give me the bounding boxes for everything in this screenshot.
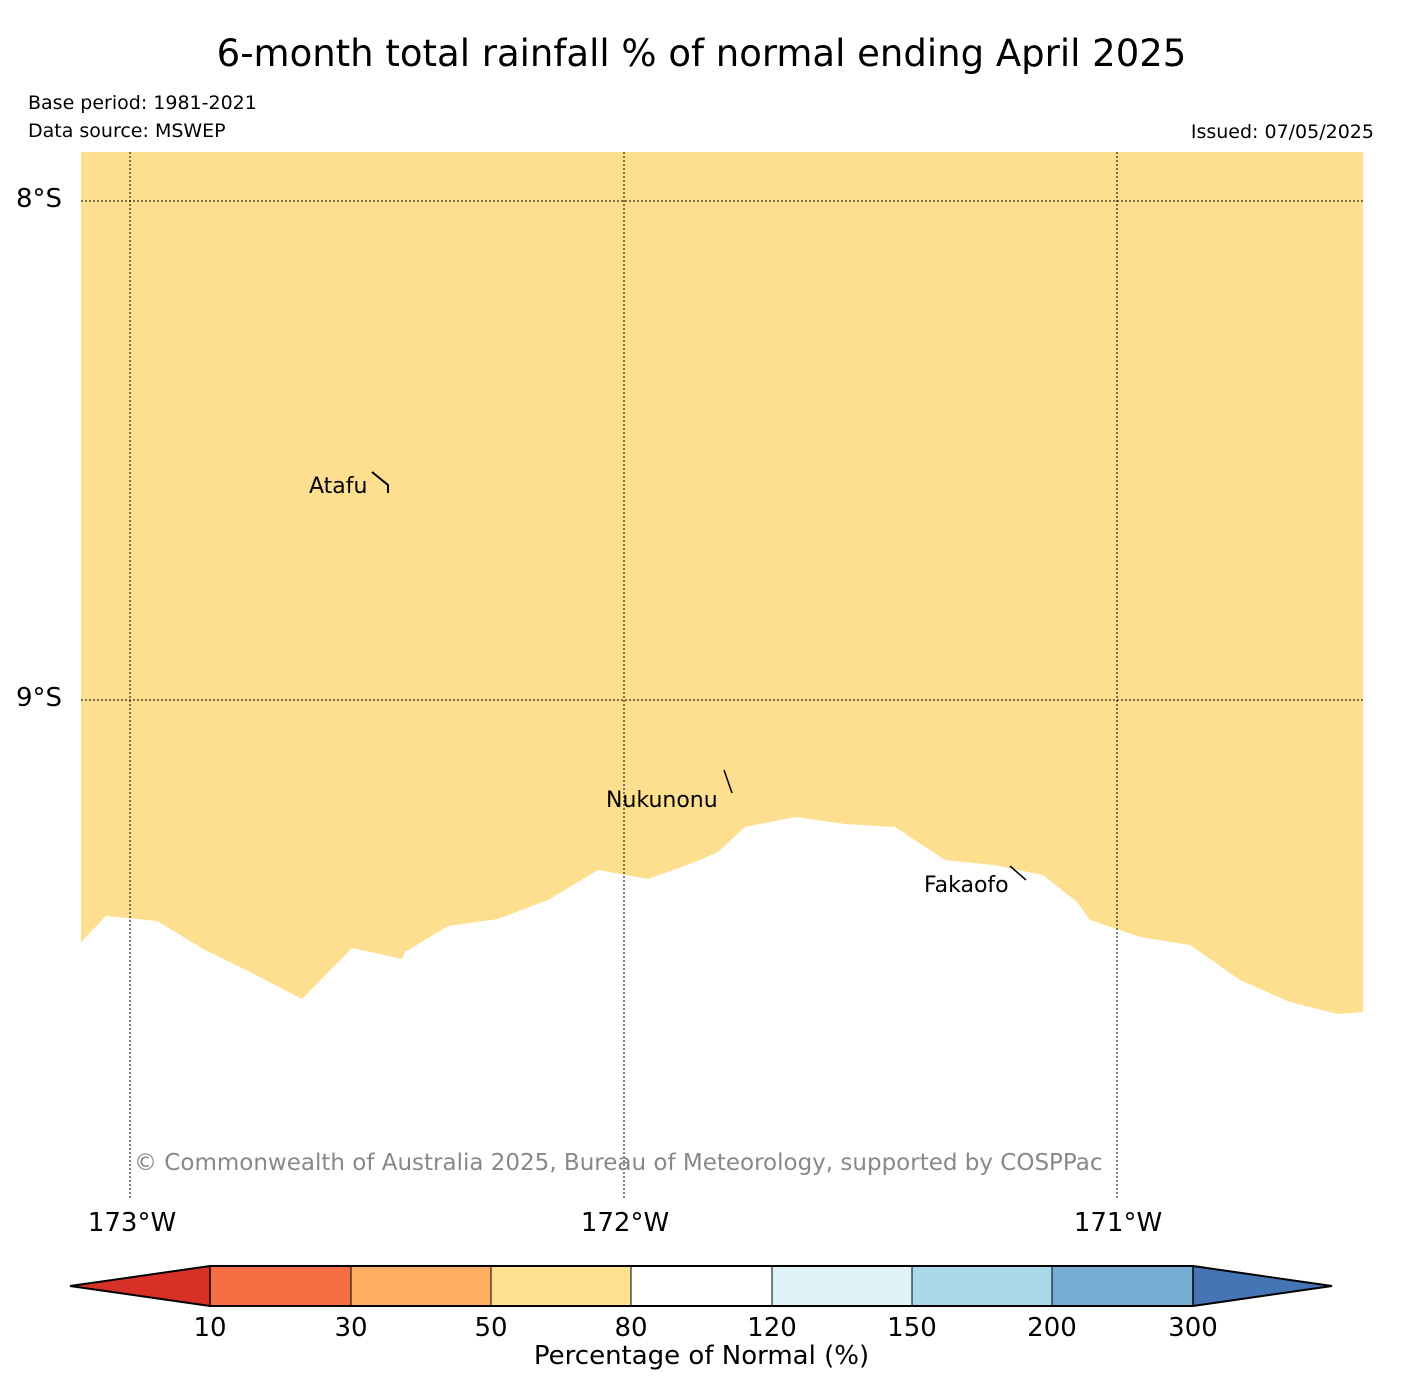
base-period: Base period: 1981-2021: [28, 92, 257, 114]
colorbar: [69, 1265, 1333, 1307]
colorbar-tick: 120: [747, 1313, 797, 1343]
colorbar-title: Percentage of Normal (%): [533, 1341, 870, 1371]
atafu-atoll: [371, 471, 389, 493]
colorbar-segment-30-50: [351, 1266, 491, 1306]
colorbar-tick: 300: [1168, 1313, 1218, 1343]
lon-label-171w: 171°W: [1073, 1208, 1163, 1238]
place-label-atafu: Atafu: [309, 474, 368, 499]
issued-date: Issued: 07/05/2025: [1190, 121, 1374, 143]
data-source: Data source: MSWEP: [28, 120, 226, 142]
map-area: [81, 152, 1363, 1200]
colorbar-over-arrow: [1193, 1266, 1332, 1306]
colorbar-segment-200-300: [1052, 1266, 1193, 1306]
rainfall-region: [81, 152, 1363, 1014]
lat-label-8s: 8°S: [16, 184, 63, 214]
colorbar-tick: 150: [887, 1313, 937, 1343]
lon-label-172w: 172°W: [580, 1208, 670, 1238]
fakaofo-atoll: [1009, 865, 1027, 881]
lon-label-173w: 173°W: [87, 1208, 177, 1238]
copyright-notice: © Commonwealth of Australia 2025, Bureau…: [134, 1150, 1103, 1176]
colorbar-tick: 50: [474, 1313, 508, 1343]
colorbar-segment-50-80: [491, 1266, 631, 1306]
colorbar-segment-150-200: [912, 1266, 1052, 1306]
place-label-nukunonu: Nukunonu: [606, 788, 718, 813]
lat-label-9s: 9°S: [16, 683, 63, 713]
colorbar-tick: 200: [1027, 1313, 1077, 1343]
colorbar-segment-80-120: [631, 1266, 772, 1306]
map-title: 6-month total rainfall % of normal endin…: [216, 32, 1187, 75]
colorbar-segment-10-30: [210, 1266, 351, 1306]
nukunonu-atoll: [723, 769, 733, 794]
colorbar-segment-120-150: [772, 1266, 912, 1306]
colorbar-tick: 80: [614, 1313, 648, 1343]
place-label-fakaofo: Fakaofo: [924, 873, 1009, 898]
colorbar-tick: 10: [193, 1313, 227, 1343]
colorbar-under-arrow: [70, 1266, 210, 1306]
colorbar-tick: 30: [334, 1313, 368, 1343]
